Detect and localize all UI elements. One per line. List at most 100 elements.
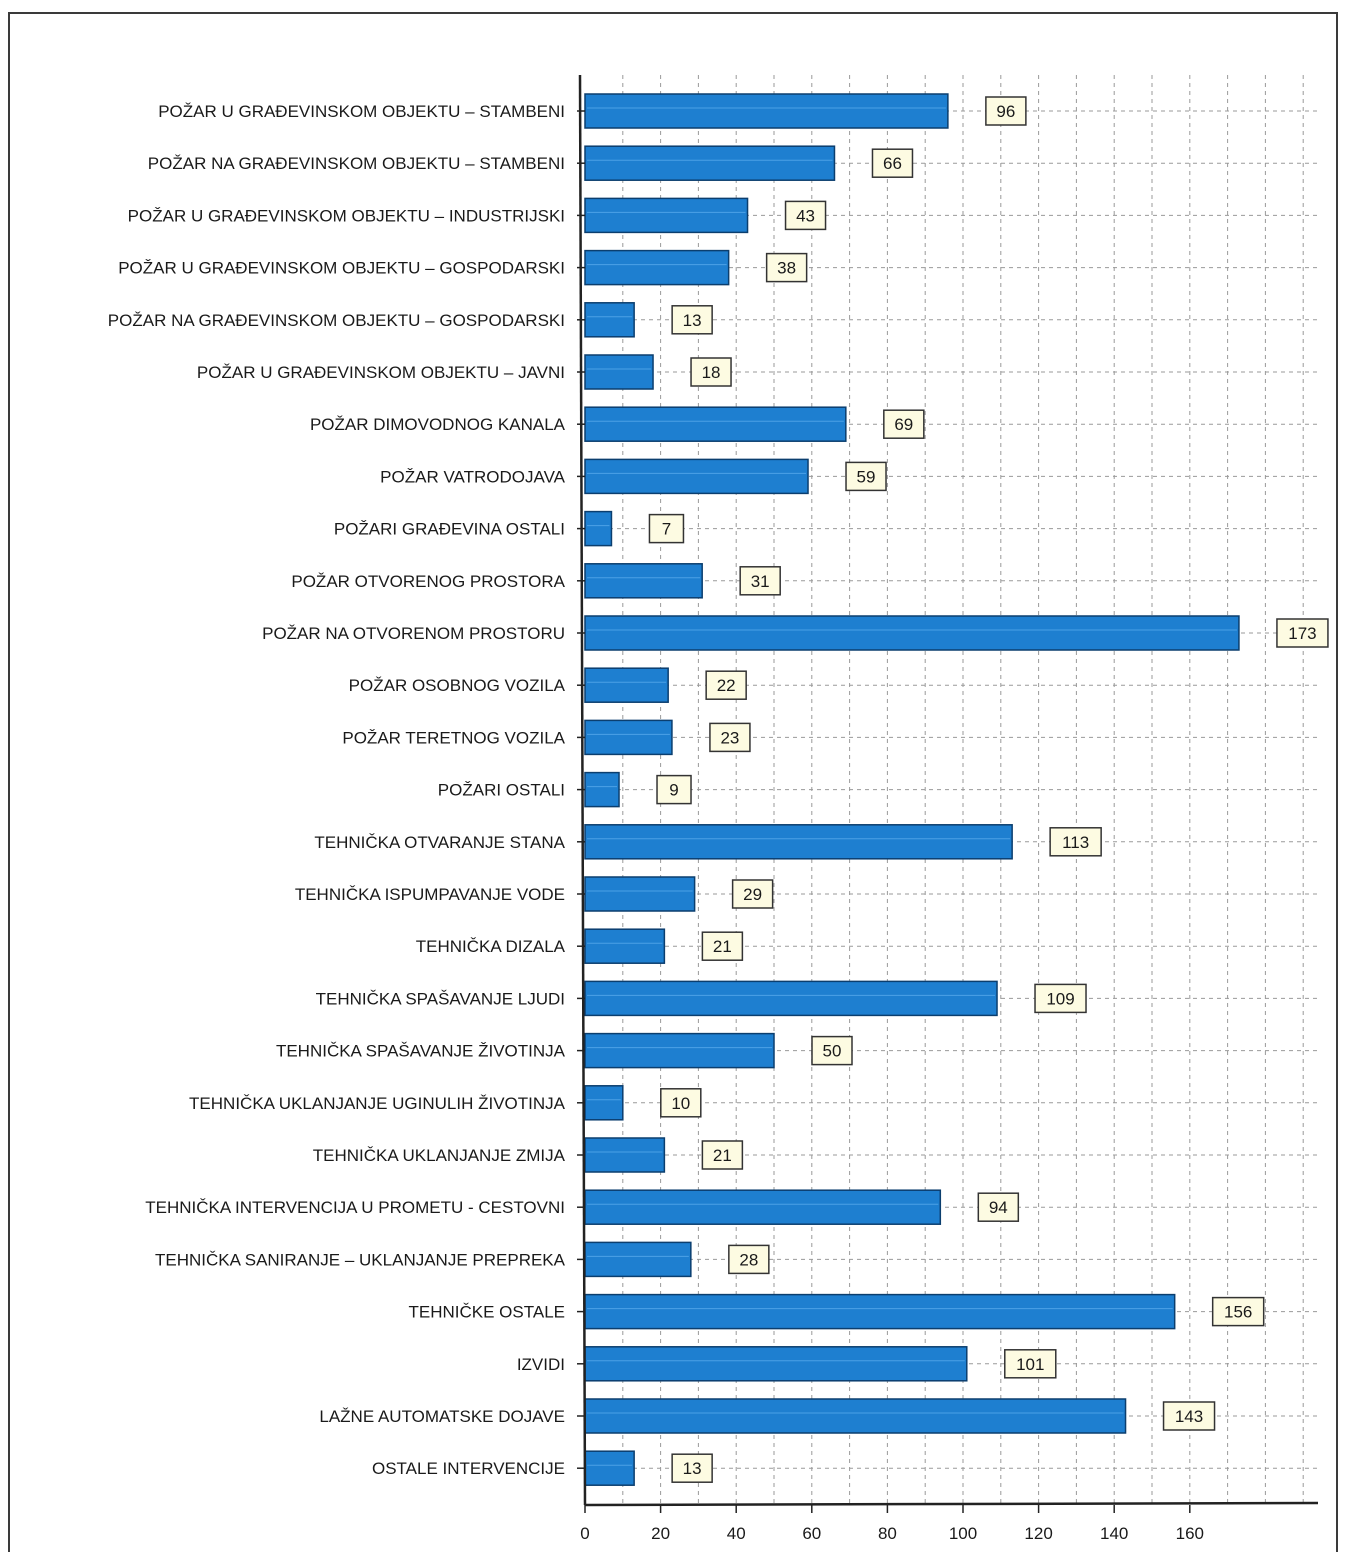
bar — [584, 1032, 775, 1069]
value-label: 50 — [823, 1042, 842, 1061]
value-label-box — [728, 1244, 770, 1275]
value-label: 94 — [989, 1198, 1008, 1217]
value-label: 59 — [857, 467, 876, 486]
category-label: POŽAR OTVORENOG PROSTORA — [291, 572, 565, 591]
category-label: POŽAR NA GRAĐEVINSKOM OBJEKTU – GOSPODAR… — [108, 311, 565, 330]
x-tick-label: 140 — [1100, 1524, 1128, 1543]
value-label: 23 — [720, 728, 739, 747]
category-label: POŽAR DIMOVODNOG KANALA — [310, 415, 566, 434]
bar — [584, 354, 654, 390]
axes: 0 20 40 60 80 100 120 140 160 — [577, 74, 1319, 1543]
value-label: 96 — [996, 102, 1015, 121]
x-tick-label: 80 — [878, 1524, 897, 1543]
bar — [584, 667, 669, 703]
bar — [584, 928, 666, 964]
value-label: 143 — [1175, 1407, 1203, 1426]
category-label: POŽARI OSTALI — [438, 781, 565, 800]
category-label: TEHNIČKA INTERVENCIJA U PROMETU - CESTOV… — [145, 1198, 565, 1217]
x-tick-label: 160 — [1176, 1524, 1204, 1543]
category-label: POŽAR NA GRAĐEVINSKOM OBJEKTU – STAMBENI — [148, 154, 565, 173]
category-label: POŽAR U GRAĐEVINSKOM OBJEKTU – INDUSTRIJ… — [128, 206, 565, 225]
value-label: 9 — [669, 781, 678, 800]
value-label-box — [784, 200, 827, 231]
x-axis-line — [584, 1501, 1319, 1507]
bar — [584, 197, 749, 234]
value-label: 21 — [713, 1146, 732, 1165]
value-label: 109 — [1046, 989, 1074, 1008]
category-label: POŽAR U GRAĐEVINSKOM OBJEKTU – JAVNI — [197, 363, 565, 382]
category-label: IZVIDI — [517, 1355, 565, 1374]
value-label-box — [690, 357, 732, 387]
category-label: TEHNIČKA SANIRANJE – UKLANJANJE PREPREKA — [155, 1250, 566, 1269]
value-label: 101 — [1016, 1355, 1044, 1374]
bar — [584, 93, 949, 129]
bar — [584, 563, 703, 599]
value-label-box — [739, 566, 781, 596]
value-label-box — [1276, 618, 1329, 648]
value-label: 66 — [883, 154, 902, 173]
bar — [584, 249, 730, 286]
category-label: POŽAR TERETNOG VOZILA — [342, 728, 565, 747]
bar — [584, 1398, 1127, 1434]
bar — [584, 302, 635, 338]
value-label-box — [701, 1140, 744, 1170]
bar — [584, 980, 998, 1017]
x-tick-label: 60 — [802, 1524, 821, 1543]
value-label: 31 — [751, 572, 770, 591]
bar — [584, 771, 620, 808]
value-label-box — [660, 1088, 702, 1118]
value-label-box — [1211, 1296, 1265, 1327]
value-label: 156 — [1224, 1303, 1252, 1322]
bar — [584, 406, 847, 442]
bar — [584, 1241, 692, 1278]
category-label: POŽAR U GRAĐEVINSKOM OBJEKTU – STAMBENI — [158, 102, 565, 121]
value-label: 10 — [671, 1094, 690, 1113]
value-label-box — [871, 148, 914, 178]
value-label-box — [1004, 1349, 1057, 1379]
value-label-box — [671, 305, 713, 335]
bar — [584, 876, 696, 912]
value-label: 13 — [683, 311, 702, 330]
category-label: LAŽNE AUTOMATSKE DOJAVE — [319, 1407, 565, 1426]
value-label-box — [701, 931, 744, 961]
value-label: 113 — [1062, 833, 1089, 852]
x-tick-label: 120 — [1024, 1524, 1052, 1543]
bar — [584, 1137, 666, 1173]
value-label: 28 — [739, 1250, 758, 1269]
value-label-box — [811, 1035, 853, 1066]
value-label-box — [845, 461, 887, 492]
value-label: 29 — [743, 885, 762, 904]
bar — [584, 1346, 968, 1382]
category-label: TEHNIČKA SPAŠAVANJE LJUDI — [316, 989, 565, 1008]
value-label-box — [765, 252, 808, 283]
x-tick-label: 0 — [580, 1524, 589, 1543]
value-label-box — [705, 670, 747, 700]
value-label: 38 — [777, 259, 796, 278]
category-label: TEHNIČKA DIZALA — [416, 937, 566, 956]
category-label: TEHNIČKE OSTALE — [409, 1303, 566, 1322]
bar — [584, 510, 613, 547]
value-label-box — [671, 1453, 713, 1483]
value-label: 69 — [894, 415, 913, 434]
value-label-box — [709, 722, 751, 753]
category-label: TEHNIČKA SPAŠAVANJE ŽIVOTINJA — [276, 1042, 566, 1061]
bar — [584, 458, 809, 495]
value-label: 13 — [683, 1459, 702, 1478]
value-labels: 96 66 43 38 13 18 69 59 7 31 173 22 23 9 113 29 21 109 50 1… — [648, 96, 1329, 1483]
bar — [584, 824, 1013, 860]
bar — [584, 1450, 635, 1486]
grid-lines — [585, 75, 1318, 1505]
bar — [584, 1189, 942, 1225]
x-tick-label: 40 — [727, 1524, 746, 1543]
value-label: 18 — [702, 363, 721, 382]
category-label: TEHNIČKA UKLANJANJE ZMIJA — [313, 1146, 566, 1165]
x-tick-label: 20 — [651, 1524, 670, 1543]
value-label-box — [1049, 827, 1102, 857]
value-label: 43 — [796, 206, 815, 225]
x-tick-label: 100 — [949, 1524, 977, 1543]
category-label: OSTALE INTERVENCIJE — [372, 1459, 565, 1478]
value-label-box — [985, 96, 1027, 126]
value-label-box — [1162, 1401, 1216, 1431]
category-label: POŽAR NA OTVORENOM PROSTORU — [262, 624, 565, 643]
